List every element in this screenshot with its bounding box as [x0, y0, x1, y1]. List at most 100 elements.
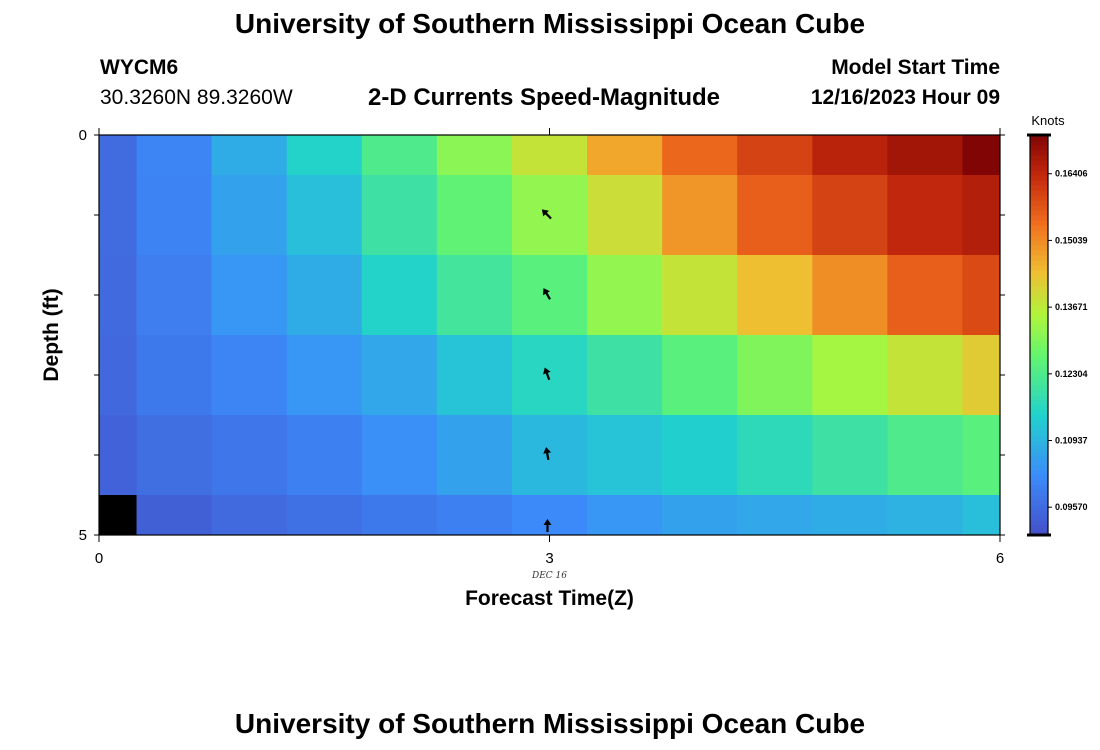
- colorbar-tick-label: 0.10937: [1055, 436, 1088, 446]
- heatmap-cell: [887, 255, 963, 336]
- heatmap-cell: [662, 255, 738, 336]
- heatmap-cell: [286, 135, 363, 176]
- colorbar-segment: [1030, 435, 1048, 441]
- colorbar-tick-label: 0.15039: [1055, 235, 1088, 245]
- heatmap-cell: [662, 135, 738, 176]
- colorbar-segment: [1030, 275, 1048, 281]
- heatmap-cell: [436, 175, 513, 256]
- colorbar-segment: [1030, 510, 1048, 516]
- colorbar-segment: [1030, 205, 1048, 211]
- heatmap-cell: [812, 135, 888, 176]
- colorbar-segment: [1030, 515, 1048, 521]
- heatmap-cell: [361, 415, 438, 496]
- colorbar-tick-label: 0.09570: [1055, 502, 1088, 512]
- colorbar-segment: [1030, 355, 1048, 361]
- heatmap-cell: [211, 135, 288, 176]
- heatmap-cell: [812, 175, 888, 256]
- colorbar-segment: [1030, 325, 1048, 331]
- colorbar-segment: [1030, 410, 1048, 416]
- colorbar-segment: [1030, 405, 1048, 411]
- colorbar-segment: [1030, 295, 1048, 301]
- heatmap-cell: [662, 415, 738, 496]
- colorbar-segment: [1030, 390, 1048, 396]
- heatmap-cell: [436, 255, 513, 336]
- colorbar-segment: [1030, 495, 1048, 501]
- colorbar-segment: [1030, 345, 1048, 351]
- heatmap-cell: [511, 415, 588, 496]
- colorbar-segment: [1030, 160, 1048, 166]
- heatmap-cell: [511, 135, 588, 176]
- heatmap-cell: [286, 175, 363, 256]
- colorbar-segment: [1030, 215, 1048, 221]
- colorbar-tick-label: 0.12304: [1055, 369, 1088, 379]
- heatmap-cell: [587, 415, 663, 496]
- current-arrows: [541, 209, 552, 532]
- heatmap-cell: [286, 335, 363, 416]
- colorbar-segment: [1030, 195, 1048, 201]
- colorbar-segment: [1030, 330, 1048, 336]
- colorbar-segment: [1030, 310, 1048, 316]
- colorbar-segment: [1030, 470, 1048, 476]
- heatmap-cell: [361, 335, 438, 416]
- heatmap-cell: [511, 495, 588, 536]
- colorbar-segment: [1030, 430, 1048, 436]
- heatmap-cell: [587, 175, 663, 256]
- heatmap-cell: [436, 135, 513, 176]
- colorbar-segment: [1030, 225, 1048, 231]
- heatmap-cell: [662, 495, 738, 536]
- heatmap-cell: [99, 175, 138, 256]
- current-arrow: [543, 288, 551, 300]
- colorbar-tick-label: 0.16406: [1055, 169, 1088, 179]
- heatmap-cell: [286, 255, 363, 336]
- current-arrow: [543, 367, 551, 381]
- colorbar-segment: [1030, 170, 1048, 176]
- colorbar-segment: [1030, 190, 1048, 196]
- colorbar-segment: [1030, 135, 1048, 141]
- colorbar-segment: [1030, 455, 1048, 461]
- heatmap-cell: [662, 335, 738, 416]
- model-start-label: Model Start Time: [831, 56, 1000, 79]
- heatmap-cell: [361, 135, 438, 176]
- heatmap-cell: [211, 335, 288, 416]
- colorbar-segment: [1030, 380, 1048, 386]
- heatmap-cell: [587, 335, 663, 416]
- heatmap-cell: [587, 495, 663, 536]
- colorbar-segment: [1030, 300, 1048, 306]
- heatmap-cell: [211, 415, 288, 496]
- heatmap-cell: [587, 135, 663, 176]
- colorbar-segment: [1030, 240, 1048, 246]
- colorbar-segment: [1030, 210, 1048, 216]
- heatmap-cell: [136, 255, 213, 336]
- colorbar-segment: [1030, 375, 1048, 381]
- colorbar-segment: [1030, 530, 1048, 536]
- colorbar-segment: [1030, 290, 1048, 296]
- heatmap-cell: [136, 415, 213, 496]
- colorbar-segment: [1030, 370, 1048, 376]
- heatmap-cell: [737, 335, 813, 416]
- colorbar-segment: [1030, 415, 1048, 421]
- heatmap-cell: [812, 335, 888, 416]
- heatmap-cell: [211, 495, 288, 536]
- heatmap-cell: [812, 255, 888, 336]
- x-tick-label: 3: [545, 550, 553, 567]
- colorbar-segment: [1030, 425, 1048, 431]
- heatmap-cell: [887, 415, 963, 496]
- chart-title: University of Southern Mississippi Ocean…: [234, 8, 866, 39]
- colorbar-segment: [1030, 400, 1048, 406]
- heatmap-cell: [737, 495, 813, 536]
- colorbar-segment: [1030, 315, 1048, 321]
- heatmap-cell: [136, 135, 213, 176]
- colorbar-segment: [1030, 350, 1048, 356]
- heatmap-cell: [286, 415, 363, 496]
- colorbar-segment: [1030, 490, 1048, 496]
- colorbar-segment: [1030, 520, 1048, 526]
- colorbar-segment: [1030, 445, 1048, 451]
- colorbar-segment: [1030, 235, 1048, 241]
- heatmap-cell: [962, 335, 1001, 416]
- colorbar-segment: [1030, 500, 1048, 506]
- heatmap-cell: [211, 175, 288, 256]
- heatmap-cell: [962, 495, 1001, 536]
- y-axis-label: Depth (ft): [40, 288, 63, 381]
- heatmap-cell: [436, 335, 513, 416]
- current-arrow: [541, 209, 552, 220]
